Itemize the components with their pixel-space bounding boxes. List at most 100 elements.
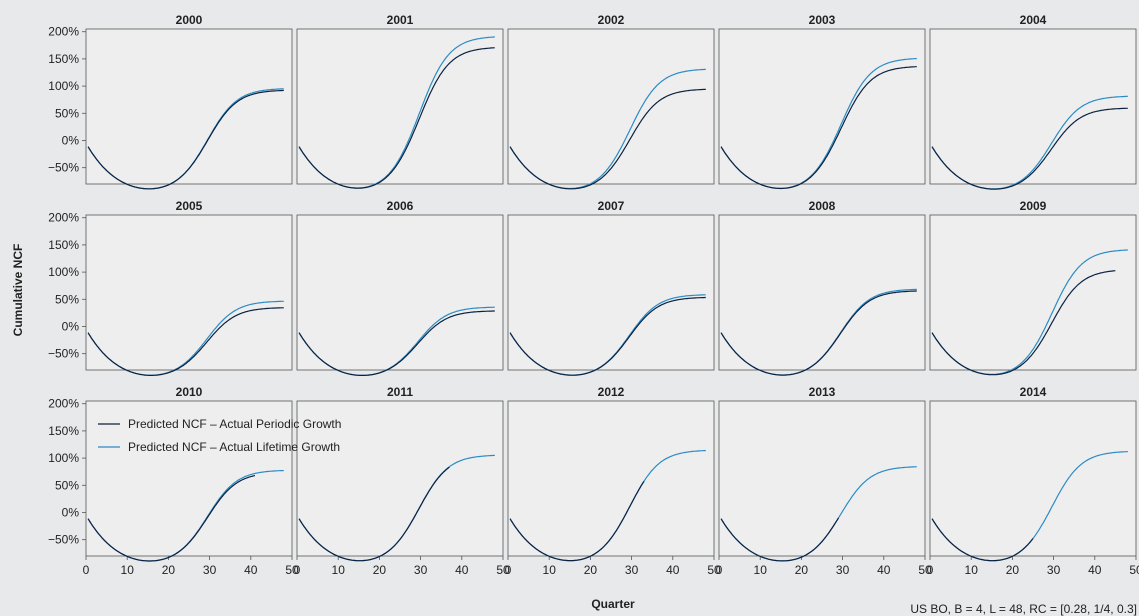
panel-2014: 2014 0 10 20 30 40 50: [927, 385, 1139, 577]
panel-2003: 2003: [718, 13, 926, 190]
panel-2010: 2010 200% 150% 100% 50% 0% −50% 0 10 20 30 40 50: [48, 385, 299, 577]
y-tick-label: −50%: [48, 347, 79, 361]
panel-title: 2004: [1020, 13, 1047, 27]
y-tick-label: 50%: [55, 478, 79, 492]
panel-title: 2013: [809, 385, 836, 399]
y-tick-label: 150%: [48, 238, 79, 252]
panel-title: 2008: [809, 199, 836, 213]
panel-2012: 2012 0 10 20 30 40 50: [505, 385, 721, 577]
y-tick-label: 50%: [55, 106, 79, 120]
x-tick-label: 30: [836, 563, 850, 577]
panel-frame: [929, 28, 1137, 185]
y-tick-label: 100%: [48, 265, 79, 279]
panel-2002: 2002: [507, 13, 715, 190]
y-tick-label: 0%: [62, 319, 80, 333]
x-tick-label: 40: [455, 563, 469, 577]
panel-title: 2012: [598, 385, 625, 399]
x-tick-label: 50: [1129, 563, 1139, 577]
y-tick-label: 200%: [48, 397, 79, 411]
panel-title: 2009: [1020, 199, 1047, 213]
series-line-periodic: [509, 480, 645, 562]
x-tick-label: 50: [707, 563, 721, 577]
panel-2001: 2001: [296, 13, 504, 189]
x-tick-label: 0: [927, 563, 934, 577]
x-axis-label: Quarter: [591, 597, 635, 611]
panel-frame: [85, 28, 293, 185]
panel-frame: [718, 28, 926, 185]
panel-frame: [718, 400, 926, 557]
panel-frame: [85, 214, 293, 371]
x-tick-label: 10: [965, 563, 979, 577]
panel-frame: [507, 400, 715, 557]
series-line-periodic: [298, 47, 495, 189]
y-axis-label: Cumulative NCF: [11, 244, 25, 337]
x-tick-label: 50: [496, 563, 510, 577]
x-tick-label: 40: [666, 563, 680, 577]
panel-title: 2011: [387, 385, 413, 399]
x-tick-label: 0: [294, 563, 301, 577]
panel-2013: 2013 0 10 20 30 40 50: [716, 385, 932, 577]
series-line-periodic: [298, 466, 450, 562]
panel-frame: [296, 400, 504, 557]
y-tick-label: 200%: [48, 211, 79, 225]
panel-2006: 2006: [296, 199, 504, 376]
panel-title: 2007: [598, 199, 625, 213]
x-tick-label: 50: [285, 563, 299, 577]
x-tick-label: 10: [543, 563, 557, 577]
panel-title: 2014: [1020, 385, 1047, 399]
series-line-periodic: [298, 310, 495, 376]
chart-legend: Predicted NCF – Actual Periodic Growth P…: [98, 417, 341, 454]
x-tick-label: 0: [716, 563, 723, 577]
panel-frame: [85, 400, 293, 557]
y-tick-label: 50%: [55, 292, 79, 306]
panel-frame: [718, 214, 926, 371]
x-tick-label: 10: [332, 563, 346, 577]
y-tick-label: 150%: [48, 52, 79, 66]
x-tick-label: 30: [1047, 563, 1061, 577]
x-tick-label: 20: [1006, 563, 1020, 577]
legend-label-lifetime: Predicted NCF – Actual Lifetime Growth: [128, 440, 340, 454]
x-tick-label: 30: [203, 563, 217, 577]
panel-title: 2000: [176, 13, 203, 27]
y-tick-label: −50%: [48, 161, 79, 175]
panel-frame: [929, 400, 1137, 557]
panel-2007: 2007: [507, 199, 715, 376]
x-tick-label: 20: [795, 563, 809, 577]
series-line-periodic: [87, 89, 284, 190]
x-tick-label: 50: [918, 563, 932, 577]
x-tick-label: 20: [162, 563, 176, 577]
panel-frame: [929, 214, 1137, 371]
panel-2000: 2000 200% 150% 100% 50% 0% −50%: [48, 13, 293, 190]
series-line-periodic: [87, 307, 284, 376]
x-tick-label: 40: [877, 563, 891, 577]
series-line-periodic: [509, 88, 706, 190]
panel-frame: [507, 28, 715, 185]
x-tick-label: 30: [414, 563, 428, 577]
panel-title: 2003: [809, 13, 836, 27]
y-tick-label: 150%: [48, 424, 79, 438]
x-tick-label: 40: [1088, 563, 1102, 577]
legend-label-periodic: Predicted NCF – Actual Periodic Growth: [128, 417, 341, 431]
panel-title: 2006: [387, 199, 414, 213]
y-tick-label: 100%: [48, 79, 79, 93]
x-tick-label: 10: [121, 563, 135, 577]
panel-2008: 2008: [718, 199, 926, 376]
panel-2005: 2005 200% 150% 100% 50% 0% −50%: [48, 199, 293, 376]
panel-title: 2001: [387, 13, 414, 27]
series-line-periodic: [931, 107, 1128, 190]
x-tick-label: 20: [584, 563, 598, 577]
panel-frame: [296, 214, 504, 371]
series-line-periodic: [87, 474, 256, 562]
y-tick-label: −50%: [48, 533, 79, 547]
panel-frame: [507, 214, 715, 371]
y-tick-label: 100%: [48, 451, 79, 465]
series-line-periodic: [931, 518, 1034, 562]
y-tick-label: 0%: [62, 505, 80, 519]
y-tick-label: 200%: [48, 25, 79, 39]
series-line-periodic: [720, 517, 840, 562]
series-line-periodic: [931, 270, 1116, 376]
x-tick-label: 0: [505, 563, 512, 577]
series-line-periodic: [720, 66, 917, 190]
